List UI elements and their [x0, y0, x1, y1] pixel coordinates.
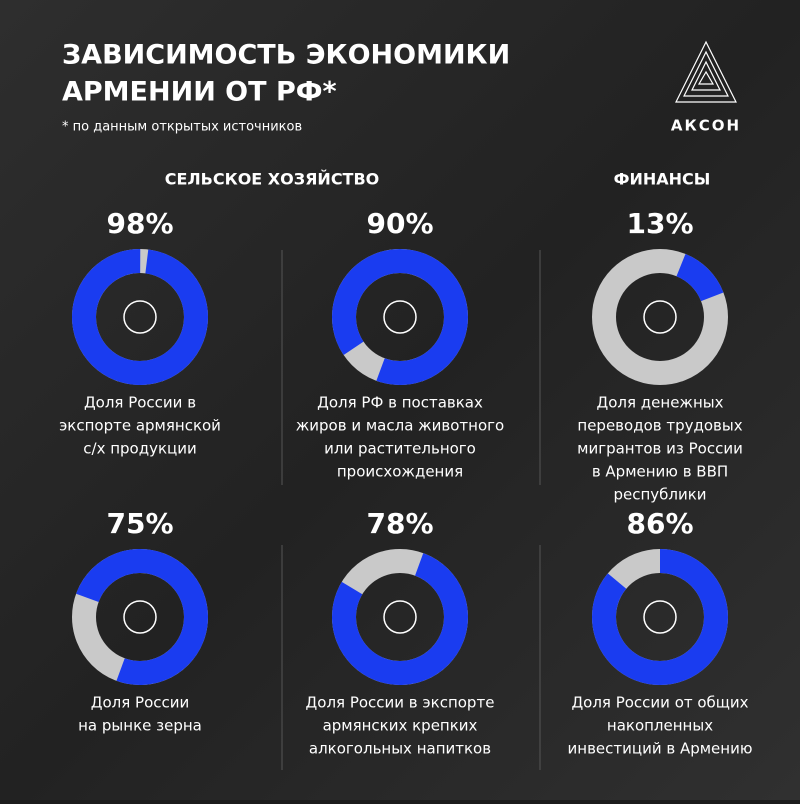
donut-segment — [332, 549, 468, 685]
icon — [123, 300, 157, 334]
donut-segment — [592, 249, 728, 385]
dividers — [281, 250, 541, 770]
icon — [643, 300, 677, 334]
caption: происхождения — [337, 463, 463, 481]
donut-segment — [72, 249, 208, 385]
icon — [383, 300, 417, 334]
caption: или растительного — [324, 440, 476, 458]
caption: Доля России в экспорте — [306, 694, 495, 712]
caption: алкогольных напитков — [309, 740, 491, 758]
icon — [123, 600, 157, 634]
caption: экспорте армянской — [59, 417, 221, 435]
caption: мигрантов из России — [577, 440, 743, 458]
title: АРМЕНИИ ОТ РФ* — [62, 77, 337, 108]
value-label: 98% — [106, 207, 173, 240]
donut-segment — [592, 549, 728, 685]
logo-text: АКСОН — [671, 117, 741, 135]
icon — [643, 600, 677, 634]
value-label: 78% — [366, 507, 433, 540]
donut-segment — [332, 249, 468, 385]
caption: переводов трудовых — [577, 417, 742, 435]
caption: армянских крепких — [323, 717, 478, 735]
caption: на рынке зерна — [78, 717, 202, 735]
value-label: 86% — [626, 507, 693, 540]
value-label: 75% — [106, 507, 173, 540]
caption: накопленных — [607, 717, 713, 735]
caption: с/х продукции — [83, 440, 196, 458]
icon — [383, 600, 417, 634]
caption: Доля денежных — [597, 394, 724, 412]
caption: жиров и масла животного — [296, 417, 504, 435]
donut-segment — [72, 549, 208, 686]
caption: Доля России в — [84, 394, 196, 412]
caption: Доля РФ в поставках — [317, 394, 483, 412]
logo-mark — [675, 40, 737, 103]
note: * по данным открытых источников — [62, 120, 302, 135]
caption: в Армению в ВВП — [592, 463, 728, 481]
value-label: 13% — [626, 207, 693, 240]
caption: инвестиций в Армению — [568, 740, 753, 758]
section-title: ФИНАНСЫ — [614, 170, 711, 189]
title: ЗАВИСИМОСТЬ ЭКОНОМИКИ — [62, 40, 510, 71]
value-label: 90% — [366, 207, 433, 240]
caption: республики — [613, 486, 706, 504]
donut-track — [592, 249, 728, 385]
section-title: СЕЛЬСКОЕ ХОЗЯЙСТВО — [165, 170, 380, 189]
caption: Доля России от общих — [571, 694, 748, 712]
caption: Доля России — [91, 694, 190, 712]
